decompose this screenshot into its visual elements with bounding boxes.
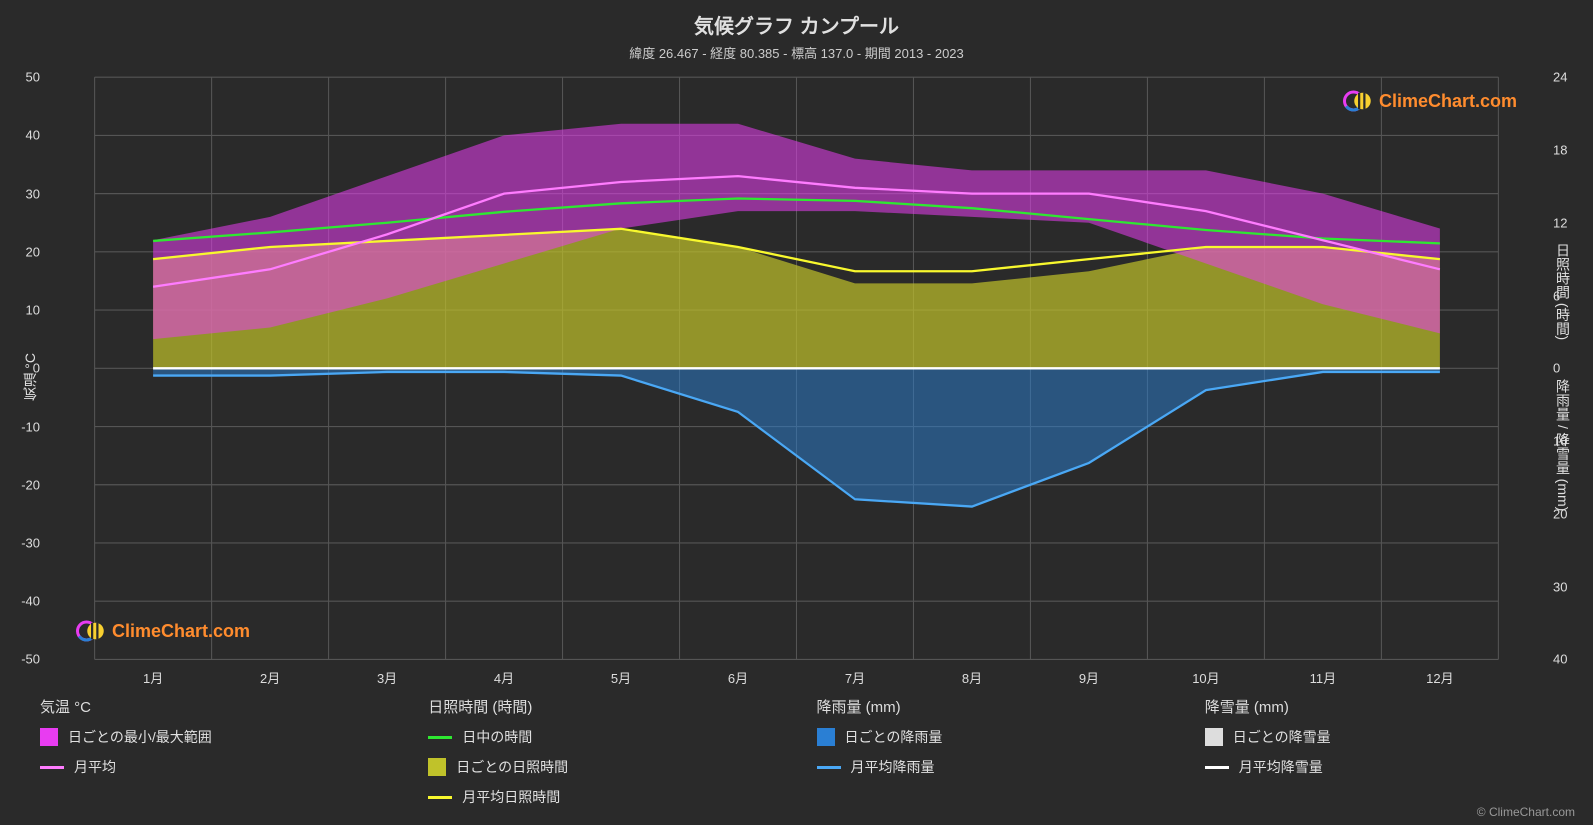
brand-watermark-top: ClimeChart.com <box>1343 86 1517 116</box>
legend-label: 月平均降雨量 <box>851 757 935 777</box>
legend-item: 月平均降雪量 <box>1205 757 1553 777</box>
right-axis-tick: 18 <box>1547 142 1567 157</box>
title-block: 気候グラフ カンプール 緯度 26.467 - 経度 80.385 - 標高 1… <box>20 10 1573 62</box>
left-axis-tick: 10 <box>26 303 46 318</box>
right-axis-tick: 30 <box>1547 579 1567 594</box>
legend-heading: 降雨量 (mm) <box>817 696 1165 717</box>
right-axis-tick: 20 <box>1547 506 1567 521</box>
brand-logo-icon <box>76 616 106 646</box>
right-axis-tick: 6 <box>1547 288 1560 303</box>
legend-item: 日ごとの降雪量 <box>1205 727 1553 747</box>
legend-line-icon <box>40 766 64 769</box>
left-axis-tick: 0 <box>33 361 46 376</box>
x-tick: 3月 <box>377 668 397 687</box>
legend-swatch-icon <box>817 728 835 746</box>
x-tick: 11月 <box>1310 668 1337 687</box>
plot-area: ClimeChart.com ClimeChart.com -50-40-30-… <box>46 68 1547 664</box>
legend-swatch-icon <box>428 758 446 776</box>
right-axis-tick: 40 <box>1547 652 1567 667</box>
x-tick: 6月 <box>728 668 748 687</box>
legend-label: 月平均日照時間 <box>462 787 560 807</box>
credit: © ClimeChart.com <box>1477 805 1575 819</box>
right-axis-tick: 0 <box>1547 361 1560 376</box>
plot-svg <box>46 68 1547 664</box>
left-axis-tick: 50 <box>26 70 46 85</box>
legend-label: 日ごとの降雨量 <box>845 727 943 747</box>
legend-item: 日ごとの日照時間 <box>428 757 776 777</box>
legend-line-icon <box>428 796 452 799</box>
legend-item: 月平均 <box>40 757 388 777</box>
legend-item: 日ごとの最小/最大範囲 <box>40 727 388 747</box>
brand-name: ClimeChart.com <box>112 621 250 642</box>
x-tick: 1月 <box>143 668 163 687</box>
legend-group: 降雨量 (mm) 日ごとの降雨量月平均降雨量 <box>817 696 1165 817</box>
left-axis-tick: 20 <box>26 244 46 259</box>
chart: 気温 °C ClimeChart.com <box>20 68 1573 686</box>
legend-line-icon <box>428 736 452 739</box>
legend-label: 月平均 <box>74 757 116 777</box>
x-tick: 10月 <box>1192 668 1219 687</box>
legend-heading: 日照時間 (時間) <box>428 696 776 717</box>
legend-group: 気温 °C 日ごとの最小/最大範囲月平均 <box>40 696 388 817</box>
legend: 気温 °C 日ごとの最小/最大範囲月平均 日照時間 (時間) 日中の時間日ごとの日照時… <box>20 686 1573 817</box>
left-axis-tick: 40 <box>26 128 46 143</box>
legend-swatch-icon <box>1205 728 1223 746</box>
x-axis: 1月 2月 3月 4月 5月 6月 7月 8月 9月 10月 11月 12月 <box>46 664 1547 686</box>
legend-group: 降雪量 (mm) 日ごとの降雪量月平均降雪量 <box>1205 696 1553 817</box>
x-tick: 2月 <box>260 668 280 687</box>
legend-heading: 気温 °C <box>40 696 388 717</box>
left-axis-tick: -40 <box>21 594 46 609</box>
brand-logo-icon <box>1343 86 1373 116</box>
left-axis-tick: 30 <box>26 186 46 201</box>
brand-name: ClimeChart.com <box>1379 91 1517 112</box>
x-tick: 5月 <box>611 668 631 687</box>
y-axis-right-label: 日照時間 (時間) 降雨量 / 降雪量 (mm) <box>1553 243 1573 511</box>
legend-line-icon <box>817 766 841 769</box>
legend-item: 日ごとの降雨量 <box>817 727 1165 747</box>
right-axis-tick: 10 <box>1547 434 1567 449</box>
right-axis-tick: 24 <box>1547 70 1567 85</box>
left-axis-tick: -10 <box>21 419 46 434</box>
brand-watermark-bottom: ClimeChart.com <box>76 616 250 646</box>
x-tick: 9月 <box>1079 668 1099 687</box>
x-tick: 4月 <box>494 668 514 687</box>
x-tick: 7月 <box>845 668 865 687</box>
legend-label: 月平均降雪量 <box>1239 757 1323 777</box>
legend-swatch-icon <box>40 728 58 746</box>
legend-item: 月平均降雨量 <box>817 757 1165 777</box>
legend-line-icon <box>1205 766 1229 769</box>
legend-heading: 降雪量 (mm) <box>1205 696 1553 717</box>
legend-group: 日照時間 (時間) 日中の時間日ごとの日照時間月平均日照時間 <box>428 696 776 817</box>
legend-label: 日ごとの最小/最大範囲 <box>68 727 212 747</box>
x-tick: 12月 <box>1426 668 1453 687</box>
legend-item: 日中の時間 <box>428 727 776 747</box>
legend-item: 月平均日照時間 <box>428 787 776 807</box>
x-tick: 8月 <box>962 668 982 687</box>
chart-title: 気候グラフ カンプール <box>20 10 1573 39</box>
left-axis-tick: -20 <box>21 477 46 492</box>
legend-label: 日中の時間 <box>462 727 532 747</box>
left-axis-tick: -50 <box>21 652 46 667</box>
legend-label: 日ごとの降雪量 <box>1233 727 1331 747</box>
left-axis-tick: -30 <box>21 535 46 550</box>
legend-label: 日ごとの日照時間 <box>456 757 568 777</box>
chart-subtitle: 緯度 26.467 - 経度 80.385 - 標高 137.0 - 期間 20… <box>20 43 1573 62</box>
right-axis-tick: 12 <box>1547 215 1567 230</box>
